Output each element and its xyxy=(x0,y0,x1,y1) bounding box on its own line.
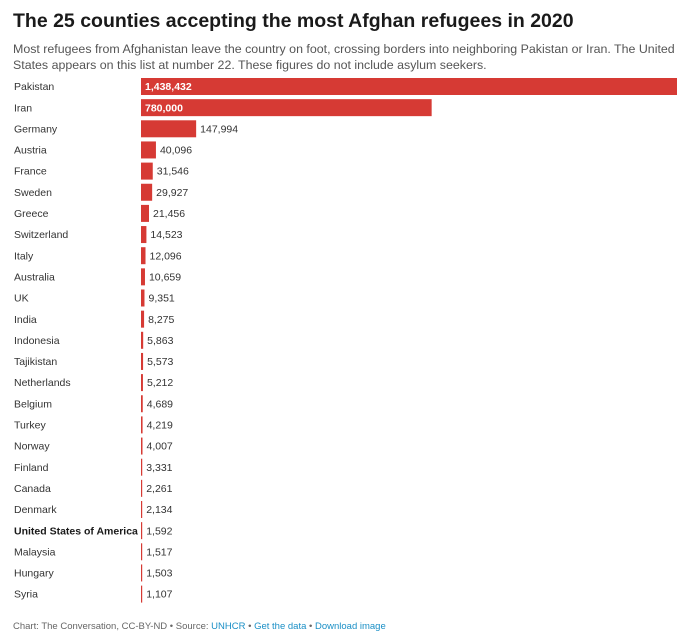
value-label: 147,994 xyxy=(200,123,238,135)
category-label: Denmark xyxy=(14,504,57,516)
value-label: 5,573 xyxy=(147,356,173,368)
category-label: Turkey xyxy=(14,420,46,432)
category-label: Canada xyxy=(14,483,51,495)
value-label: 8,275 xyxy=(148,314,174,326)
bar[interactable] xyxy=(141,416,143,434)
bar[interactable] xyxy=(141,437,143,455)
value-label: 12,096 xyxy=(150,250,182,262)
bar[interactable] xyxy=(141,331,144,349)
bar-chart: Pakistan 1,438,432 Iran 780,000 Germany 147,9… xyxy=(14,78,677,603)
category-label: UK xyxy=(14,293,29,305)
bar[interactable] xyxy=(141,78,677,95)
bar[interactable] xyxy=(141,395,143,413)
category-label: United States of America xyxy=(14,525,138,537)
bar[interactable] xyxy=(141,268,145,286)
value-label: 1,438,432 xyxy=(145,81,192,93)
value-label: 14,523 xyxy=(150,229,182,241)
category-label: Sweden xyxy=(14,187,52,199)
category-label: Netherlands xyxy=(14,377,71,389)
chart-title: The 25 counties accepting the most Afgha… xyxy=(13,10,574,32)
value-label: 21,456 xyxy=(153,208,185,220)
value-label: 1,517 xyxy=(146,546,172,558)
category-label: Malaysia xyxy=(14,546,56,558)
value-label: 780,000 xyxy=(145,102,183,114)
value-label: 4,007 xyxy=(146,441,172,453)
category-label: Indonesia xyxy=(14,335,60,347)
bar[interactable] xyxy=(141,479,143,497)
source-link[interactable]: UNHCR xyxy=(211,621,246,632)
value-label: 1,503 xyxy=(146,568,172,580)
category-label: Belgium xyxy=(14,398,52,410)
category-label: Greece xyxy=(14,208,49,220)
get-data-link[interactable]: Get the data xyxy=(254,621,307,632)
bar[interactable] xyxy=(141,226,147,244)
bar[interactable] xyxy=(141,120,197,138)
bar[interactable] xyxy=(141,247,146,265)
value-label: 29,927 xyxy=(156,187,188,199)
value-label: 9,351 xyxy=(148,293,174,305)
bar[interactable] xyxy=(141,99,432,117)
bar[interactable] xyxy=(141,585,143,603)
category-label: Iran xyxy=(14,102,32,114)
chart-footer: Chart: The Conversation, CC-BY-ND • Sour… xyxy=(13,621,386,632)
bar[interactable] xyxy=(141,289,145,307)
value-label: 1,592 xyxy=(146,525,172,537)
bar[interactable] xyxy=(141,501,143,518)
download-image-link[interactable]: Download image xyxy=(314,621,386,632)
value-label: 5,863 xyxy=(147,335,173,347)
bar[interactable] xyxy=(141,458,143,476)
category-label: Italy xyxy=(14,250,34,262)
bar[interactable] xyxy=(141,310,145,328)
footer-separator-2: • xyxy=(306,621,315,632)
category-label: Australia xyxy=(14,271,55,283)
value-label: 31,546 xyxy=(157,166,189,178)
footer-separator-1: • xyxy=(245,621,255,632)
value-label: 10,659 xyxy=(149,271,181,283)
value-label: 4,689 xyxy=(147,398,173,410)
value-label: 5,212 xyxy=(147,377,173,389)
bar[interactable] xyxy=(141,183,153,201)
category-label: Hungary xyxy=(14,568,54,580)
category-label: Germany xyxy=(14,123,58,135)
value-label: 2,134 xyxy=(146,504,172,516)
bar[interactable] xyxy=(141,543,143,561)
value-label: 3,331 xyxy=(146,462,172,474)
category-label: Tajikistan xyxy=(14,356,57,368)
value-label: 4,219 xyxy=(147,420,173,432)
bar[interactable] xyxy=(141,162,153,180)
value-label: 2,261 xyxy=(146,483,172,495)
bar[interactable] xyxy=(141,352,144,370)
category-label: Syria xyxy=(14,589,38,601)
category-label: Finland xyxy=(14,462,49,474)
category-label: Switzerland xyxy=(14,229,68,241)
value-label: 1,107 xyxy=(146,589,172,601)
category-label: India xyxy=(14,314,37,326)
category-label: France xyxy=(14,166,47,178)
credit-text: Chart: The Conversation, CC-BY-ND • Sour… xyxy=(13,621,212,632)
category-label: Austria xyxy=(14,145,47,157)
bar[interactable] xyxy=(141,204,149,222)
bar[interactable] xyxy=(141,564,143,582)
bar[interactable] xyxy=(141,522,143,540)
chart-subtitle: Most refugees from Afghanistan leave the… xyxy=(13,42,675,72)
bar[interactable] xyxy=(141,374,143,392)
category-label: Pakistan xyxy=(14,81,54,93)
category-label: Norway xyxy=(14,441,50,453)
value-label: 40,096 xyxy=(160,145,192,157)
bar[interactable] xyxy=(141,141,156,159)
